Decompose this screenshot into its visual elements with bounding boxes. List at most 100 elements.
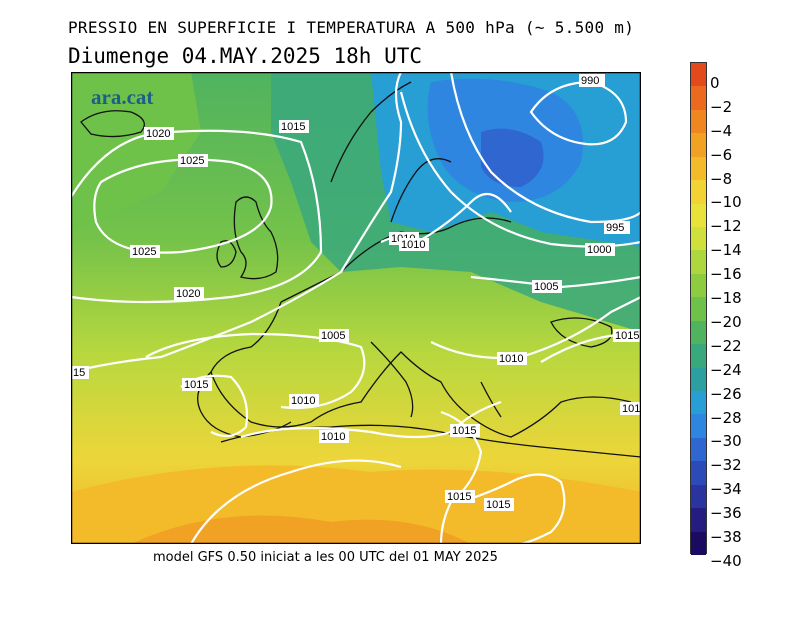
svg-text:995: 995 (606, 222, 624, 234)
isobar-1010-mid (430, 296, 641, 360)
svg-text:1010: 1010 (401, 239, 425, 251)
isobar-label-1015-a: 1015 (279, 120, 309, 133)
svg-text:1025: 1025 (132, 246, 156, 258)
isobar-label-1015-e: 1015 (445, 490, 475, 503)
colorbar-segment (691, 508, 706, 533)
colorbar-label: −30 (710, 432, 742, 451)
isobar-label-1010-f: 1010 (319, 430, 349, 443)
colorbar-label: −26 (710, 384, 742, 403)
colorbar-label: −20 (710, 312, 742, 331)
colorbar-segment (691, 63, 706, 87)
isobar-label-995: 995 (604, 221, 630, 234)
svg-text:1000: 1000 (587, 244, 611, 256)
isobar-1015-west (71, 72, 403, 374)
svg-text:1010: 1010 (321, 431, 345, 443)
svg-text:1010: 1010 (499, 353, 523, 365)
colorbar-label: −2 (710, 97, 733, 116)
isobar-label-101: 101 (620, 402, 641, 415)
svg-text:1025: 1025 (180, 155, 204, 167)
colorbar-label: −36 (710, 504, 742, 523)
svg-text:1015: 1015 (281, 121, 305, 133)
italy-coast (370, 341, 414, 418)
colorbar-segment (691, 203, 706, 228)
colorbar-segment (691, 344, 706, 369)
colorbar-label: −24 (710, 360, 742, 379)
isobar-label-1020-b: 1020 (174, 287, 204, 300)
colorbar-label: −6 (710, 145, 733, 164)
britain-coast (233, 196, 279, 280)
svg-text:101: 101 (622, 403, 640, 415)
isobar-label-1010-e: 1010 (289, 394, 319, 407)
svg-text:1015: 1015 (486, 499, 510, 511)
colorbar-segment (691, 437, 706, 462)
colorbar-label: −34 (710, 480, 742, 499)
isobar-1005-west (145, 332, 366, 410)
colorbar-label: −38 (710, 528, 742, 547)
colorbar-segment (691, 227, 706, 251)
svg-text:1020: 1020 (146, 128, 170, 140)
temperature-colorbar (690, 62, 707, 556)
isobar-labels: 990 1020 1015 1025 1025 1020 1010 1010 9… (71, 74, 641, 511)
colorbar-label: −4 (710, 121, 733, 140)
colorbar-label: −10 (710, 193, 742, 212)
greece-coast (480, 381, 502, 418)
isobar-label-1025-b: 1025 (130, 245, 160, 258)
isobar-label-990: 990 (579, 74, 605, 87)
svg-text:1010: 1010 (291, 395, 315, 407)
weather-map: 990 1020 1015 1025 1025 1020 1010 1010 9… (71, 72, 641, 544)
colorbar-segment (691, 109, 706, 134)
isobar-label-1015-b: 1015 (613, 329, 641, 342)
colorbar-label: −16 (710, 265, 742, 284)
colorbar-segment (691, 531, 706, 556)
black-sea-coast (550, 317, 613, 348)
isobar-label-1025-a: 1025 (178, 154, 208, 167)
colorbar-label: −28 (710, 408, 742, 427)
colorbar-label: −14 (710, 241, 742, 260)
isobar-label-1010-c: 1010 (399, 238, 429, 251)
scandinavia-coast (330, 81, 452, 223)
svg-text:15: 15 (73, 367, 85, 379)
isobar-1015-iberia (180, 374, 249, 438)
isobar-1015-se (460, 473, 566, 544)
colorbar-label: −8 (710, 169, 733, 188)
colorbar-label: −22 (710, 336, 742, 355)
colorbar-segment (691, 414, 706, 439)
isobar-label-1020-a: 1020 (144, 127, 174, 140)
map-title: PRESSIO EN SUPERFICIE I TEMPERATURA A 50… (68, 18, 635, 37)
svg-text:1015: 1015 (615, 330, 639, 342)
colorbar-segment (691, 180, 706, 205)
isobar-990 (529, 80, 628, 146)
colorbar-segment (691, 367, 706, 392)
isobar-label-1010-d: 1010 (497, 352, 527, 365)
colorbar-label: 0 (710, 74, 720, 92)
isobar-1010-south (240, 400, 502, 439)
svg-text:1015: 1015 (447, 491, 471, 503)
model-footer: model GFS 0.50 iniciat a les 00 UTC del … (153, 550, 498, 565)
svg-text:1020: 1020 (176, 288, 200, 300)
cold-core-inner (481, 128, 544, 187)
colorbar-segment (691, 86, 706, 111)
colorbar-segment (691, 156, 706, 181)
colorbar-segment (691, 133, 706, 158)
colorbar-segment (691, 320, 706, 345)
isobar-995 (449, 72, 641, 224)
colorbar-segment (691, 297, 706, 322)
colorbar-label: −18 (710, 289, 742, 308)
isobars (71, 72, 641, 544)
colorbar-labels: 0 −2 −4 −6 −8 −10 −12 −14 −16 −18 −20 −22 −24 −26 −28 −… (710, 62, 780, 569)
coastlines (80, 81, 641, 458)
isobar-1015-southwest (190, 459, 402, 544)
colorbar-segment (691, 250, 706, 275)
ara-logo: ara.cat (91, 85, 153, 109)
svg-text:1015: 1015 (184, 379, 208, 391)
isobar-label-1000: 1000 (585, 243, 615, 256)
colorbar-label: −32 (710, 456, 742, 475)
svg-text:1015: 1015 (452, 425, 476, 437)
isobar-label-1015-c: 1015 (182, 378, 212, 391)
svg-text:990: 990 (581, 75, 599, 87)
map-subtitle: Diumenge 04.MAY.2025 18h UTC (68, 44, 423, 68)
iceland-coast (80, 110, 145, 138)
isobar-label-1015-d: 1015 (450, 424, 480, 437)
isobar-label-1005-a: 1005 (532, 280, 562, 293)
svg-text:1005: 1005 (534, 281, 558, 293)
